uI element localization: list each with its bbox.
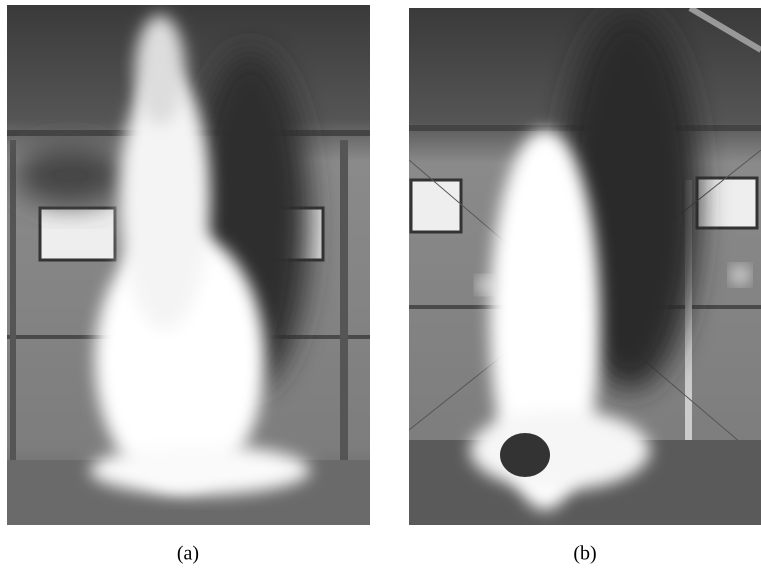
photo-a <box>7 5 370 525</box>
figure-page: {"panels": [{"caption": "(a)"}, {"captio… <box>0 0 761 571</box>
photo-b <box>409 8 761 525</box>
caption-b: (b) <box>573 543 596 565</box>
caption-a: (a) <box>177 543 199 565</box>
figure: (a) (b) <box>0 0 761 571</box>
